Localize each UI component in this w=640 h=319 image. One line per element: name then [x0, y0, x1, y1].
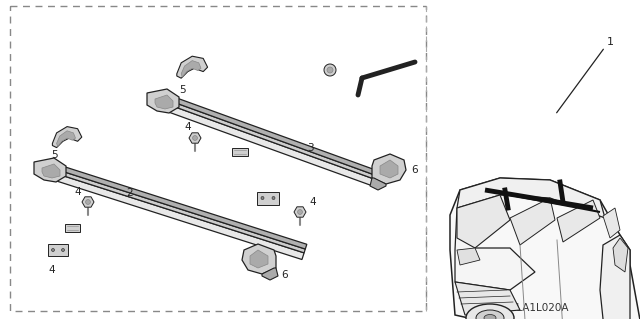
Polygon shape — [54, 169, 305, 253]
Ellipse shape — [298, 210, 302, 214]
Polygon shape — [457, 248, 480, 265]
Polygon shape — [65, 224, 79, 232]
Text: 5: 5 — [52, 150, 58, 160]
Ellipse shape — [261, 197, 264, 199]
Polygon shape — [55, 164, 307, 249]
Text: 4: 4 — [49, 265, 55, 275]
Text: 4: 4 — [75, 187, 81, 197]
Text: 2: 2 — [127, 188, 133, 198]
Polygon shape — [232, 148, 248, 156]
Polygon shape — [457, 178, 605, 218]
Polygon shape — [613, 238, 628, 272]
Polygon shape — [250, 250, 268, 268]
Polygon shape — [56, 131, 76, 146]
Ellipse shape — [484, 315, 496, 319]
Polygon shape — [262, 268, 278, 280]
Ellipse shape — [476, 310, 504, 319]
Ellipse shape — [61, 249, 65, 251]
Polygon shape — [450, 178, 640, 319]
Ellipse shape — [272, 197, 275, 199]
Polygon shape — [170, 106, 379, 187]
Polygon shape — [42, 164, 60, 178]
Text: 5: 5 — [179, 85, 186, 95]
Text: 4: 4 — [310, 197, 316, 207]
Polygon shape — [600, 235, 630, 319]
Bar — [10, 6, 426, 311]
Polygon shape — [455, 208, 535, 290]
Polygon shape — [294, 207, 306, 217]
Ellipse shape — [327, 67, 333, 73]
Polygon shape — [52, 173, 304, 260]
Polygon shape — [52, 127, 82, 148]
Polygon shape — [257, 191, 279, 204]
Polygon shape — [372, 154, 406, 184]
Polygon shape — [177, 56, 207, 78]
Polygon shape — [147, 89, 179, 113]
Polygon shape — [603, 208, 620, 238]
Polygon shape — [242, 244, 276, 274]
Text: 1: 1 — [607, 37, 614, 47]
Polygon shape — [173, 97, 382, 177]
Polygon shape — [455, 282, 520, 315]
Polygon shape — [380, 160, 398, 178]
Polygon shape — [370, 178, 386, 190]
Polygon shape — [457, 195, 510, 248]
Text: 6: 6 — [412, 165, 419, 175]
Polygon shape — [510, 198, 555, 245]
Ellipse shape — [193, 136, 197, 140]
Polygon shape — [172, 102, 380, 181]
Ellipse shape — [86, 200, 90, 204]
Polygon shape — [189, 133, 201, 143]
Polygon shape — [181, 61, 201, 77]
Text: 4: 4 — [185, 122, 191, 132]
Polygon shape — [82, 197, 94, 207]
Polygon shape — [557, 200, 600, 242]
Polygon shape — [48, 244, 68, 256]
Ellipse shape — [324, 64, 336, 76]
Text: 6: 6 — [282, 270, 288, 280]
Text: XTLA1L020A: XTLA1L020A — [503, 303, 569, 313]
Text: 3: 3 — [307, 143, 314, 153]
Ellipse shape — [51, 249, 54, 251]
Polygon shape — [34, 158, 66, 182]
Ellipse shape — [466, 304, 514, 319]
Polygon shape — [155, 95, 173, 109]
